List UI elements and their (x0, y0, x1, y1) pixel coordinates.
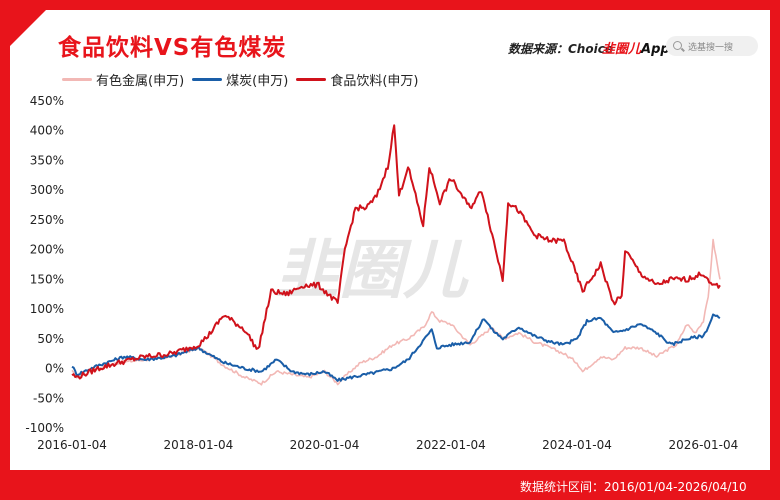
y-tick-label: 200% (30, 243, 64, 257)
legend-label: 食品饮料(申万) (330, 74, 419, 89)
legend: 有色金属(申万) 煤炭(申万) 食品饮料(申万) (62, 70, 418, 89)
search-box[interactable]: 选基搜一搜 (666, 36, 758, 56)
search-placeholder: 选基搜一搜 (688, 43, 734, 53)
x-axis: 2016-01-04 2018-01-04 2020-01-04 2022-01-04… (37, 438, 738, 452)
y-tick-label: 400% (30, 124, 64, 138)
y-tick-label: 0% (45, 362, 64, 376)
legend-item: 煤炭(申万) (192, 70, 288, 89)
x-tick-label: 2022-01-04 (416, 438, 486, 452)
y-tick-label: 300% (30, 183, 64, 197)
legend-label: 有色金属(申万) (96, 74, 185, 89)
search-icon (673, 41, 682, 50)
chart-panel (10, 10, 770, 470)
x-tick-label: 2020-01-04 (290, 438, 360, 452)
y-tick-label: -50% (33, 391, 64, 405)
watermark: 韭圈儿 (275, 234, 469, 308)
chart-title: 食品饮料VS有色煤炭 (58, 35, 287, 61)
x-tick-label: 2026-01-04 (669, 438, 739, 452)
y-tick-label: -100% (25, 421, 64, 435)
series-line-2 (71, 124, 721, 380)
x-tick-label: 2016-01-04 (37, 438, 107, 452)
legend-swatch (296, 78, 327, 81)
corner-accent (10, 10, 46, 46)
y-tick-label: 150% (30, 272, 64, 286)
series-lines (71, 124, 721, 386)
series-line-1 (71, 313, 721, 382)
y-axis: -100% -50% 0% 50% 100% 150% 200% 250% 300% 350% 40… (25, 94, 64, 435)
data-source: 数据来源：Choice (508, 42, 613, 56)
footer-period: 数据统计区间：2016/01/04-2026/04/10 (520, 480, 747, 494)
brand-logo: 韭圈儿App (602, 38, 670, 57)
y-tick-label: 250% (30, 213, 64, 227)
brand-prefix: 韭圈儿 (602, 42, 642, 57)
y-tick-label: 100% (30, 302, 64, 316)
y-tick-label: 350% (30, 153, 64, 167)
legend-item: 食品饮料(申万) (296, 70, 418, 89)
legend-swatch (62, 78, 92, 81)
y-tick-label: 450% (30, 94, 64, 108)
legend-item: 有色金属(申万) (62, 70, 184, 89)
legend-label: 煤炭(申万) (226, 74, 289, 89)
brand-suffix: App (641, 42, 670, 57)
x-tick-label: 2018-01-04 (163, 438, 233, 452)
x-tick-label: 2024-01-04 (542, 438, 612, 452)
legend-swatch (192, 78, 223, 81)
y-tick-label: 50% (37, 332, 64, 346)
